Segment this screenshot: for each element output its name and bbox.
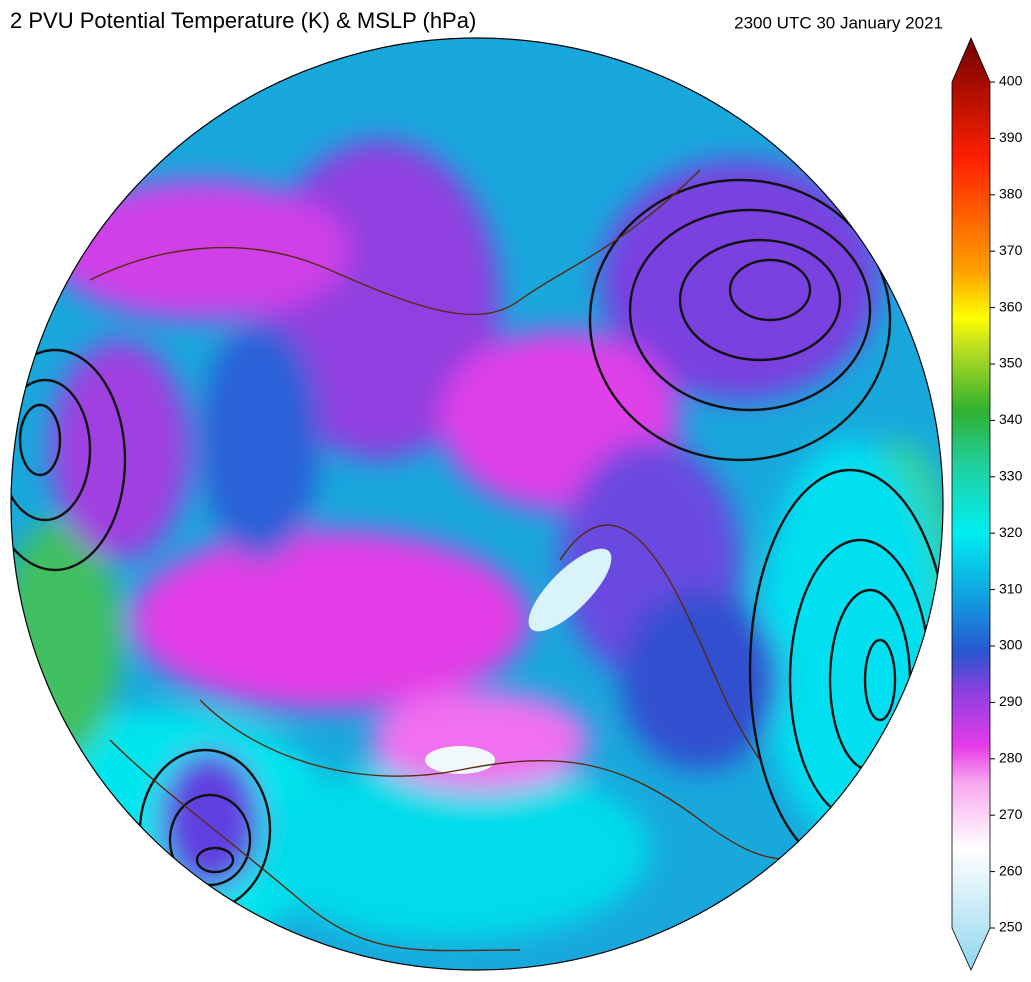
tick-label: 300 — [999, 637, 1023, 653]
map — [11, 38, 943, 970]
colorbar-ticks: 250 260 270 280 290 300 310 320 330 340 350 360 370 3… — [990, 73, 1023, 935]
tick-label: 400 — [999, 73, 1023, 89]
tick-label: 320 — [999, 524, 1023, 540]
tick-label: 390 — [999, 129, 1023, 145]
tick-label: 370 — [999, 242, 1023, 258]
tick-label: 260 — [999, 862, 1023, 878]
title: 2 PVU Potential Temperature (K) & MSLP (… — [10, 8, 476, 33]
timestamp: 2300 UTC 30 January 2021 — [734, 13, 943, 32]
colorbar — [951, 36, 991, 971]
tick-label: 290 — [999, 693, 1023, 709]
tick-label: 280 — [999, 750, 1023, 766]
tick-label: 270 — [999, 806, 1023, 822]
tick-label: 360 — [999, 298, 1023, 314]
tick-label: 350 — [999, 355, 1023, 371]
tick-label: 310 — [999, 580, 1023, 596]
tick-label: 340 — [999, 411, 1023, 427]
tick-label: 330 — [999, 468, 1023, 484]
tick-label: 380 — [999, 186, 1023, 202]
tick-label: 250 — [999, 919, 1023, 935]
